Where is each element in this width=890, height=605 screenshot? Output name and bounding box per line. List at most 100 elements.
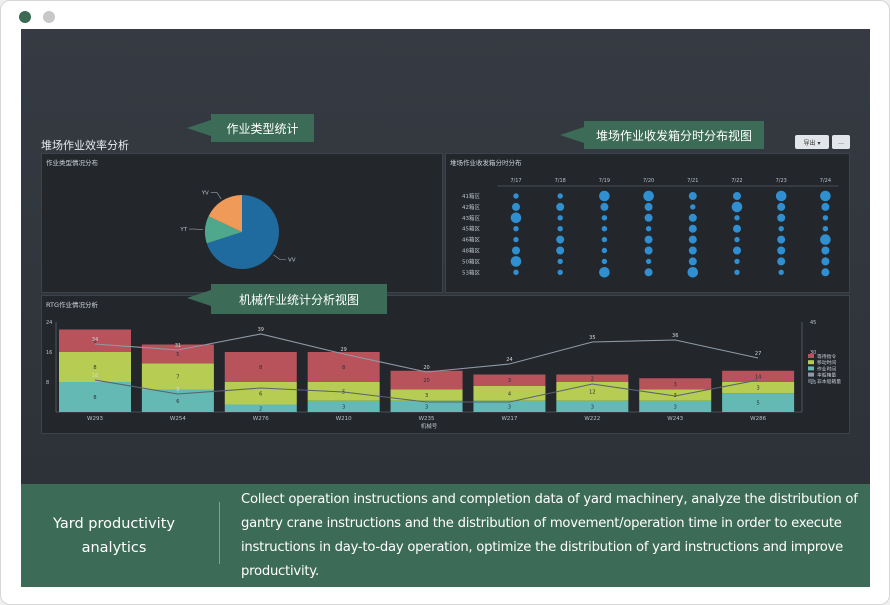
bubble-point bbox=[557, 215, 563, 221]
rtg-category-label: W235 bbox=[419, 416, 435, 422]
rtg-right-tick: 45 bbox=[810, 320, 816, 326]
dashboard-screenshot: 堆场作业效率分析 导出 ▾ ... 作业类型情况分布 VV YT YV 堆场作业收发… bbox=[21, 29, 870, 484]
rtg-bar-segment bbox=[307, 382, 380, 401]
bubble-point bbox=[601, 236, 608, 243]
rtg-left-tick: 8 bbox=[46, 380, 49, 386]
bubble-point bbox=[821, 268, 830, 277]
bubble-point bbox=[688, 213, 697, 222]
footer-title: Yard productivity analytics bbox=[35, 512, 193, 560]
bubble-point bbox=[512, 202, 520, 211]
bubble-point bbox=[687, 267, 699, 278]
bubble-point bbox=[731, 201, 743, 213]
rtg-legend-swatch bbox=[808, 360, 814, 365]
rtg-bar-segment bbox=[224, 382, 297, 405]
bubble-point bbox=[601, 215, 608, 221]
rtg-bar-label: 6 bbox=[176, 399, 179, 405]
bubble-point bbox=[644, 202, 653, 211]
window-dot-grey[interactable] bbox=[43, 11, 55, 23]
rtg-legend-swatch bbox=[808, 372, 814, 377]
bubble-row-label: 48箱区 bbox=[462, 247, 480, 255]
rtg-bar-label: 2 bbox=[259, 406, 262, 412]
bubble-row-label: 45箱区 bbox=[462, 225, 480, 233]
rtg-bar-label: 3 bbox=[342, 404, 345, 410]
pie-slice-label: YT bbox=[179, 227, 187, 233]
rtg-bar-segment bbox=[59, 352, 131, 382]
pie-label-line bbox=[189, 228, 204, 230]
bubble-point bbox=[734, 269, 740, 275]
rtg-bar-segment bbox=[722, 382, 795, 394]
rtg-bar-label: 12 bbox=[589, 389, 595, 395]
rtg-bar-label: 6 bbox=[259, 391, 262, 397]
bubble-point bbox=[644, 213, 653, 222]
rtg-category-label: W293 bbox=[87, 416, 103, 422]
bubble-point bbox=[821, 257, 830, 266]
bubble-point bbox=[510, 256, 522, 267]
rtg-bar-label: 3 bbox=[757, 386, 760, 392]
rtg-bar-label: 3 bbox=[508, 378, 511, 384]
bubble-point bbox=[513, 236, 519, 243]
bubble-point bbox=[820, 190, 831, 202]
bubble-point bbox=[734, 258, 740, 265]
rtg-category-label: W276 bbox=[253, 416, 269, 422]
export-button[interactable]: 导出 ▾ bbox=[795, 135, 829, 149]
rtg-panel: RTG作业情况分析 24 16 8 45 30 15 8 8 6 W293 6 7 5 W254 2 6 8 W2… bbox=[41, 295, 850, 434]
rtg-bar-segment bbox=[473, 374, 546, 386]
bubble-point bbox=[733, 246, 741, 255]
bubble-row-label: 46箱区 bbox=[462, 236, 480, 244]
bubble-point bbox=[513, 269, 519, 275]
bubble-point bbox=[601, 226, 608, 232]
bubble-point bbox=[734, 215, 740, 221]
rtg-bar-segment bbox=[307, 352, 380, 382]
rtg-bar-segment bbox=[722, 393, 795, 412]
pie-label-line bbox=[210, 192, 222, 200]
rtg-bar-label: 4 bbox=[508, 391, 511, 397]
bubble-point bbox=[778, 226, 784, 232]
rtg-bar-segment bbox=[473, 400, 546, 412]
bubble-row-label: 42箱区 bbox=[462, 203, 480, 211]
rtg-bar-segment bbox=[556, 400, 629, 412]
bubble-point bbox=[734, 236, 740, 243]
rtg-legend-label: 移动时间 bbox=[817, 359, 836, 366]
footer-title-line2: analytics bbox=[81, 540, 147, 556]
rtg-bar-segment bbox=[390, 389, 463, 401]
callout-box-dist-label: 堆场作业收发箱分时分布视图 bbox=[595, 128, 752, 143]
rtg-bar-label: 7 bbox=[176, 374, 179, 380]
bubble-point bbox=[557, 193, 563, 199]
bubble-chart: 7/17 7/18 7/19 7/20 7/21 7/22 7/23 7/24 41箱区 42箱区… bbox=[462, 178, 838, 278]
bubble-point bbox=[733, 224, 741, 233]
bubble-point bbox=[557, 269, 563, 275]
pie-slice bbox=[206, 195, 279, 269]
bubble-date-label: 7/23 bbox=[776, 178, 787, 184]
rtg-bar-label: 3 bbox=[425, 393, 428, 399]
rtg-left-tick: 24 bbox=[46, 320, 52, 326]
rtg-bar-segment bbox=[59, 382, 131, 412]
rtg-line-label: 34 bbox=[92, 337, 98, 343]
rtg-bar-label: 5 bbox=[757, 401, 760, 407]
bubble-point bbox=[822, 215, 829, 221]
callout-tail bbox=[187, 120, 211, 136]
rtg-line-series bbox=[94, 379, 759, 403]
pie-panel: 作业类型情况分布 VV YT YV bbox=[41, 153, 443, 293]
bubble-point bbox=[777, 246, 786, 255]
bubble-point bbox=[557, 226, 563, 232]
rtg-legend-label: 非本船箱量 bbox=[817, 378, 841, 385]
rtg-line-label: 39 bbox=[258, 327, 264, 333]
bubble-point bbox=[820, 234, 831, 245]
bubble-date-label: 7/19 bbox=[599, 178, 610, 184]
rtg-bar-label: 20 bbox=[423, 378, 429, 384]
bubble-panel: 堆场作业收发箱分时分布 7/17 7/18 7/19 7/20 7/21 7/22 7/23… bbox=[445, 153, 850, 293]
rtg-right-tick: 15 bbox=[810, 380, 816, 386]
bubble-row-label: 41箱区 bbox=[462, 192, 480, 200]
bubble-date-label: 7/24 bbox=[820, 178, 831, 184]
more-button[interactable]: ... bbox=[832, 135, 850, 149]
rtg-bar-label: 8 bbox=[93, 395, 96, 401]
rtg-bar-segment bbox=[141, 389, 214, 412]
bubble-point bbox=[821, 246, 830, 255]
bubble-point bbox=[821, 202, 830, 211]
callout-box-dist: 堆场作业收发箱分时分布视图 bbox=[560, 121, 764, 149]
bubble-point bbox=[688, 235, 697, 244]
window-dot-green[interactable] bbox=[19, 11, 31, 23]
callout-machine-label: 机械作业统计分析视图 bbox=[238, 292, 359, 307]
pie-slice-label: YV bbox=[201, 190, 209, 196]
pie-slice bbox=[208, 195, 242, 232]
